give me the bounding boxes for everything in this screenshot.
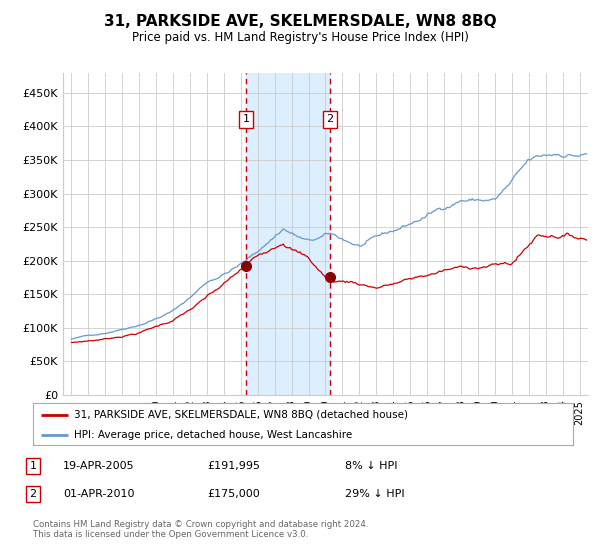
Text: 29% ↓ HPI: 29% ↓ HPI: [345, 489, 404, 499]
Text: 19-APR-2005: 19-APR-2005: [63, 461, 134, 471]
Text: Contains HM Land Registry data © Crown copyright and database right 2024.
This d: Contains HM Land Registry data © Crown c…: [33, 520, 368, 539]
Text: 2: 2: [326, 114, 333, 124]
Text: £191,995: £191,995: [207, 461, 260, 471]
Text: 1: 1: [242, 114, 250, 124]
Text: 8% ↓ HPI: 8% ↓ HPI: [345, 461, 398, 471]
Text: Price paid vs. HM Land Registry's House Price Index (HPI): Price paid vs. HM Land Registry's House …: [131, 31, 469, 44]
Text: 01-APR-2010: 01-APR-2010: [63, 489, 134, 499]
Text: 31, PARKSIDE AVE, SKELMERSDALE, WN8 8BQ: 31, PARKSIDE AVE, SKELMERSDALE, WN8 8BQ: [104, 14, 496, 29]
Bar: [246, 73, 330, 395]
Text: 2: 2: [29, 489, 37, 499]
Text: 1: 1: [29, 461, 37, 471]
Text: £175,000: £175,000: [207, 489, 260, 499]
Text: HPI: Average price, detached house, West Lancashire: HPI: Average price, detached house, West…: [74, 430, 352, 440]
Text: 31, PARKSIDE AVE, SKELMERSDALE, WN8 8BQ (detached house): 31, PARKSIDE AVE, SKELMERSDALE, WN8 8BQ …: [74, 410, 407, 420]
